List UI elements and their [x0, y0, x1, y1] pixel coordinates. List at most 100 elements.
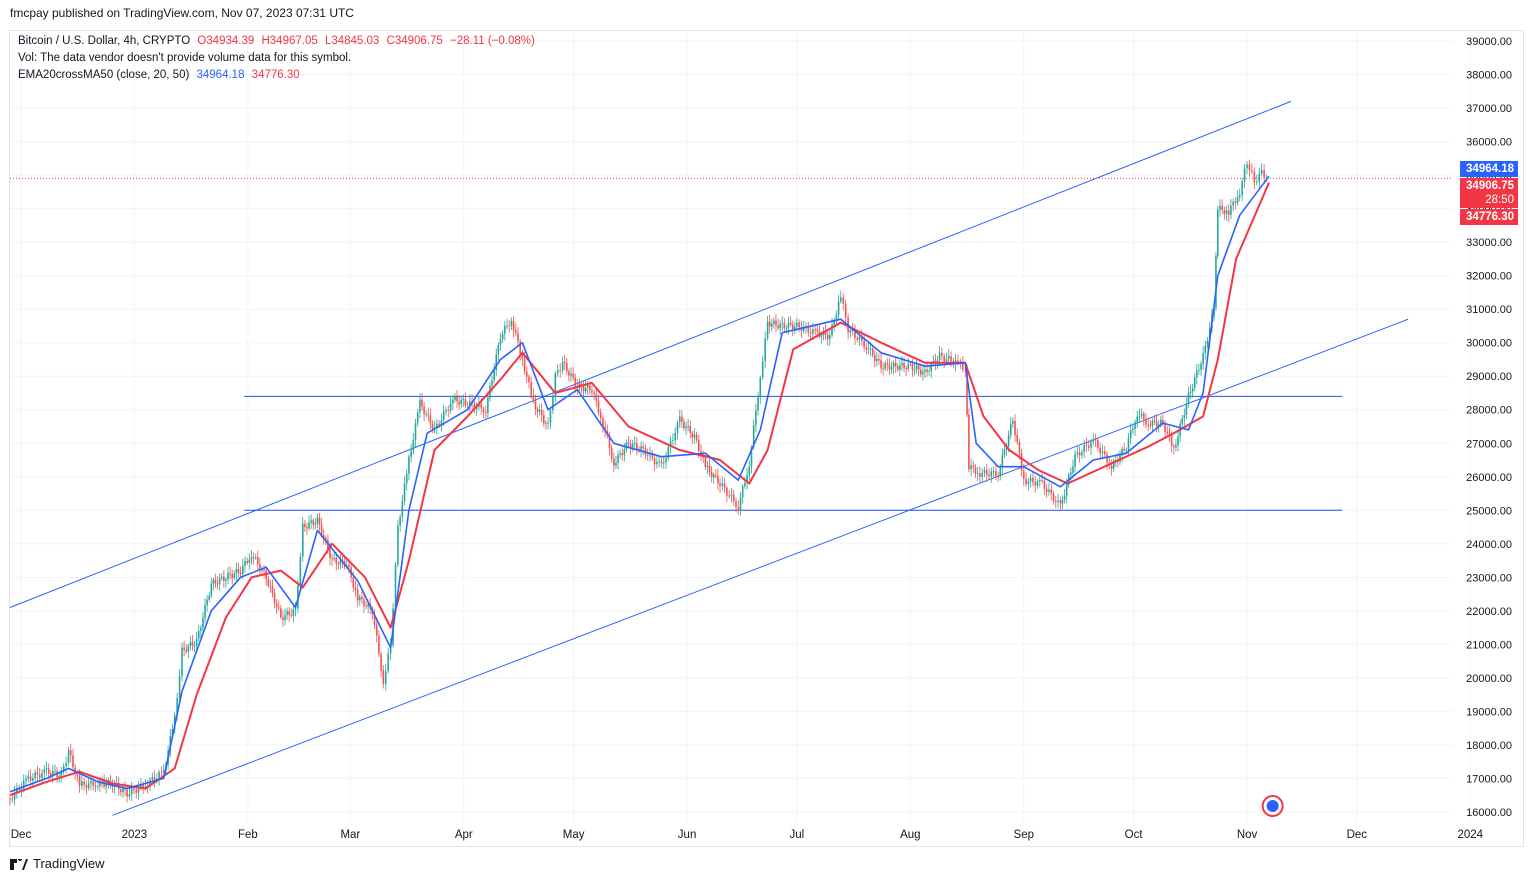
candle-body — [399, 516, 401, 526]
candle-body — [282, 617, 284, 621]
candle-body — [621, 453, 624, 456]
candle-body — [1198, 370, 1200, 371]
candle-body — [185, 649, 187, 652]
candle-body — [78, 775, 81, 786]
x-tick-label: Feb — [238, 829, 258, 841]
x-tick-label: Apr — [455, 829, 473, 841]
candle-body — [744, 482, 746, 487]
candle-body — [861, 336, 863, 341]
indicator-name: EMA20crossMA50 (close, 20, 50) — [18, 69, 190, 81]
candle-body — [593, 392, 595, 395]
candle-body — [781, 323, 784, 324]
candle-body — [1027, 481, 1030, 484]
candle-body — [905, 367, 907, 369]
candle-body — [1072, 466, 1074, 473]
candle-body — [599, 412, 602, 419]
candle-body — [356, 589, 359, 601]
candle-body — [807, 326, 810, 333]
candle-body — [1014, 420, 1016, 436]
candle-body — [341, 559, 344, 562]
candle-body — [930, 363, 933, 372]
candle-body — [29, 776, 32, 781]
candle-body — [739, 497, 742, 511]
indicator-legend[interactable]: EMA20crossMA50 (close, 20, 50) 34964.18 … — [18, 69, 304, 81]
candle-body — [1070, 472, 1072, 475]
channel-lower-line — [112, 318, 1409, 816]
y-tick-label: 17000.00 — [1466, 773, 1512, 785]
candle-body — [761, 361, 764, 378]
ohlc-open: O34934.39 — [197, 35, 255, 47]
x-tick-label: Aug — [900, 829, 920, 841]
candle-body — [312, 520, 315, 525]
candle-body — [858, 336, 861, 340]
candle-body — [1170, 435, 1173, 447]
candle-body — [1216, 209, 1219, 256]
candle-body — [775, 320, 777, 326]
candle-body — [913, 369, 916, 371]
candle-body — [943, 355, 945, 362]
candle-body — [72, 755, 74, 768]
candle-body — [685, 426, 687, 429]
candle-body — [966, 370, 968, 415]
candle-body — [20, 788, 23, 791]
candle-body — [1127, 438, 1130, 450]
candle-body — [363, 599, 365, 607]
candle-body — [403, 483, 406, 501]
candle-body — [314, 523, 317, 525]
ema20-line — [9, 175, 1270, 793]
candle-body — [27, 776, 30, 779]
candle-body — [187, 645, 190, 652]
candle-body — [563, 361, 566, 363]
candle-body — [452, 399, 454, 404]
candle-body — [1230, 205, 1232, 215]
candle-body — [1166, 432, 1169, 434]
candle-body — [717, 475, 719, 484]
candle-body — [1149, 425, 1152, 426]
footer-brand[interactable]: TradingView — [10, 856, 105, 871]
candle-body — [178, 675, 181, 698]
candle-body — [880, 360, 882, 369]
tradingview-logo-icon — [10, 857, 28, 870]
candle-body — [235, 569, 238, 574]
candle-body — [484, 412, 487, 414]
candle-body — [865, 347, 868, 350]
candle-body — [301, 523, 304, 557]
candle-body — [766, 321, 769, 339]
candle-body — [1125, 449, 1128, 451]
candle-body — [397, 525, 399, 565]
y-tick-label: 20000.00 — [1466, 673, 1512, 685]
y-tick-label: 23000.00 — [1466, 572, 1512, 584]
candle-body — [45, 768, 48, 770]
candle-body — [746, 474, 748, 483]
candle-body — [462, 399, 465, 401]
candle-body — [389, 645, 392, 654]
candle-body — [1223, 209, 1226, 215]
candle-body — [981, 472, 983, 477]
x-tick-label: Dec — [11, 829, 32, 841]
candle-body — [791, 324, 794, 330]
candle-body — [38, 774, 41, 778]
candle-body — [676, 422, 679, 434]
candle-body — [552, 396, 554, 411]
candle-body — [974, 467, 977, 474]
candle-body — [1241, 181, 1243, 196]
candle-body — [101, 780, 103, 782]
candle-body — [1059, 500, 1062, 504]
candle-body — [510, 320, 513, 327]
candle-body — [785, 328, 788, 329]
candle-body — [436, 423, 438, 428]
candle-body — [568, 371, 570, 376]
candle-body — [1032, 477, 1034, 483]
candle-body — [124, 788, 126, 790]
candle-body — [523, 358, 526, 372]
y-tick-label: 26000.00 — [1466, 472, 1512, 484]
x-tick-label: 2024 — [1458, 829, 1484, 841]
candle-body — [570, 373, 572, 376]
candle-body — [1175, 445, 1177, 448]
candle-body — [597, 400, 600, 413]
candle-body — [1048, 489, 1050, 492]
candle-body — [997, 476, 999, 478]
candle-body — [299, 556, 302, 586]
candle-body — [619, 453, 621, 455]
